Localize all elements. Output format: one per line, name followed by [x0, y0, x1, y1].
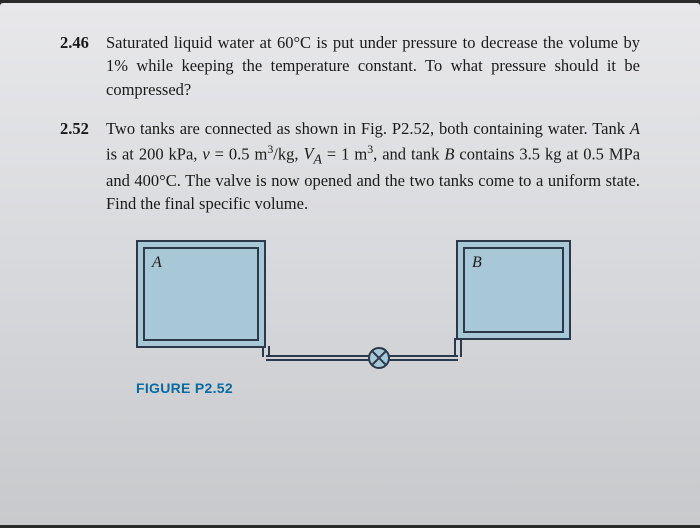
problem-number: 2.52 [60, 117, 106, 216]
problem-2-52: 2.52 Two tanks are connected as shown in… [60, 117, 640, 216]
pipe-rise-right [454, 338, 462, 357]
tank-b: B [456, 240, 571, 340]
problem-2-46: 2.46 Saturated liquid water at 60°C is p… [60, 31, 640, 101]
figure-p2-52: A B FIGURE P2.52 [106, 240, 606, 405]
pipe-left [266, 355, 371, 361]
textbook-page: 2.46 Saturated liquid water at 60°C is p… [0, 3, 700, 525]
tank-a: A [136, 240, 266, 348]
tank-a-label: A [152, 254, 162, 272]
problem-number: 2.46 [60, 31, 106, 101]
problem-text: Two tanks are connected as shown in Fig.… [106, 117, 640, 216]
figure-caption: FIGURE P2.52 [136, 380, 233, 396]
pipe-right [388, 355, 458, 361]
tank-b-label: B [472, 254, 482, 272]
valve-icon [368, 347, 390, 369]
problem-text: Saturated liquid water at 60°C is put un… [106, 31, 640, 101]
